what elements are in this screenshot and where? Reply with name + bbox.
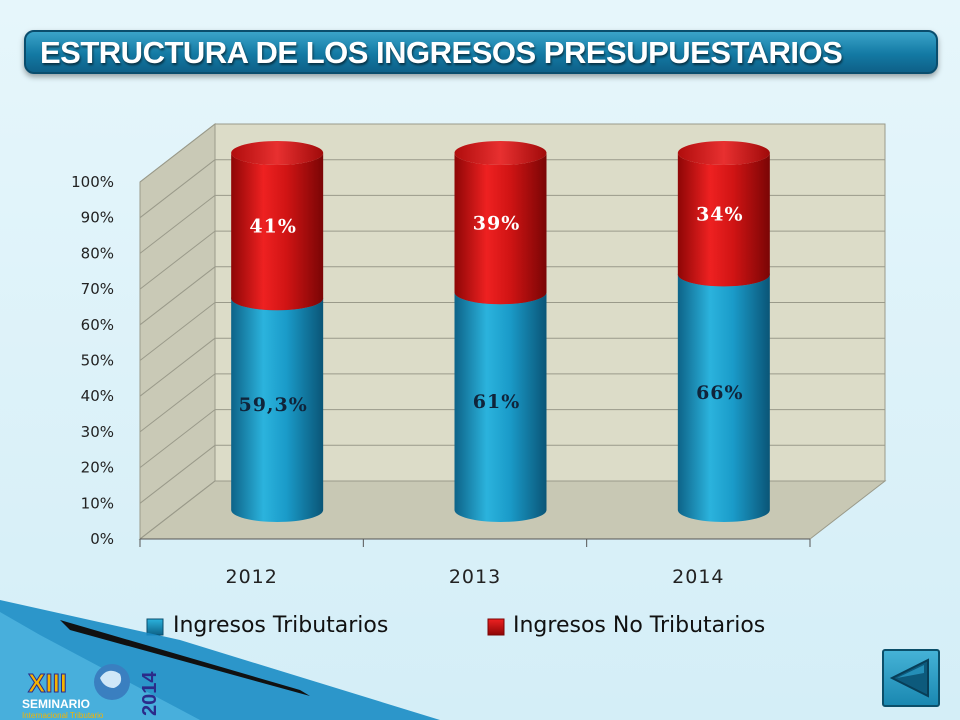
back-button[interactable]	[882, 649, 940, 707]
gridlines	[139, 123, 885, 540]
legend-swatch-no-tributarios	[487, 618, 505, 636]
logo-line2: Internacional Tributario	[22, 711, 104, 720]
y-tick-label: 80%	[81, 244, 114, 262]
page-title: ESTRUCTURA DE LOS INGRESOS PRESUPUESTARI…	[40, 35, 843, 70]
title-bar: ESTRUCTURA DE LOS INGRESOS PRESUPUESTARI…	[24, 30, 938, 74]
gridline-side	[139, 444, 216, 504]
y-tick-label: 10%	[81, 494, 114, 512]
logo-line1: SEMINARIO	[22, 697, 90, 711]
gridline-side	[139, 480, 216, 540]
bar-segment	[677, 274, 770, 522]
bar-top-cap	[231, 141, 324, 165]
bar-segment	[231, 153, 324, 311]
x-tick-label: 2013	[449, 566, 501, 588]
y-tick-label: 30%	[81, 423, 114, 441]
gridline-side	[139, 409, 216, 468]
y-tick-label: 20%	[81, 459, 114, 477]
y-tick-label: 100%	[71, 173, 114, 191]
x-axis: 2012 2013 2014	[139, 538, 811, 588]
y-tick-label: 60%	[81, 316, 114, 334]
bar-segment	[231, 298, 324, 522]
gridline-side	[139, 337, 216, 397]
data-label: 39%	[473, 213, 521, 235]
bars	[231, 141, 770, 522]
gridline-side	[139, 230, 216, 290]
data-label: 34%	[696, 204, 744, 226]
y-tick-label: 70%	[81, 280, 114, 298]
gridline-side	[139, 302, 216, 361]
logo-year: 2014	[139, 671, 161, 716]
bar-segment	[454, 153, 547, 305]
triangle-left-icon	[889, 658, 929, 698]
gridline-side	[139, 266, 216, 326]
data-label: 66%	[696, 382, 744, 404]
y-tick-label: 0%	[90, 530, 114, 548]
gridline-side	[139, 195, 216, 254]
legend-label-no-tributarios: Ingresos No Tributarios	[513, 613, 765, 638]
legend-label-tributarios: Ingresos Tributarios	[173, 613, 388, 638]
legend: Ingresos Tributarios Ingresos No Tributa…	[146, 613, 765, 638]
bar-top-cap	[454, 141, 547, 165]
gridline-side	[139, 159, 216, 219]
y-tick-label: 50%	[81, 352, 114, 370]
data-label: 59,3%	[238, 394, 307, 416]
bar-top-cap	[677, 141, 770, 165]
data-label: 41%	[249, 216, 297, 238]
data-label: 61%	[473, 391, 521, 413]
gridline-side	[139, 123, 216, 183]
y-tick-label: 90%	[81, 209, 114, 227]
y-tick-label: 40%	[81, 387, 114, 405]
bar-segment	[454, 292, 547, 522]
x-tick-label: 2012	[225, 566, 277, 588]
bar-segment	[677, 153, 770, 287]
x-tick-label: 2014	[672, 566, 724, 588]
seminario-logo: XIII SEMINARIO Internacional Tributario …	[0, 600, 440, 720]
gridline-side	[139, 373, 216, 433]
y-axis: 0% 10% 20% 30% 40% 50% 60% 70% 80% 90% 100%	[71, 173, 114, 548]
data-labels: 59,3% 41% 61% 39% 66% 34%	[238, 204, 744, 416]
logo-roman: XIII	[28, 668, 67, 698]
